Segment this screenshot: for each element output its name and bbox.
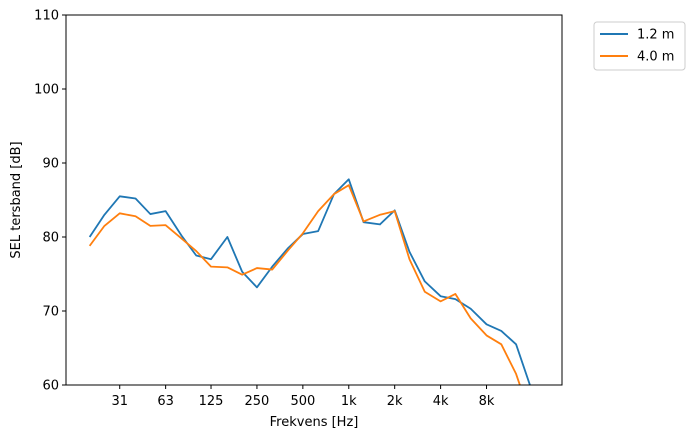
- x-tick-label: 125: [199, 394, 224, 409]
- x-tick-label: 8k: [479, 394, 495, 409]
- x-tick-label: 63: [157, 394, 174, 409]
- series-line-1-2m: [88, 178, 531, 385]
- y-axis: 60 70 80 90 100 110: [34, 9, 66, 394]
- x-axis-label: Frekvens [Hz]: [270, 415, 359, 430]
- y-tick-label: 70: [42, 305, 59, 320]
- x-tick-label: 1k: [341, 394, 357, 409]
- x-tick-label: 500: [290, 394, 315, 409]
- y-axis-label: SEL tersband [dB]: [9, 141, 24, 258]
- y-tick-label: 110: [34, 9, 59, 24]
- legend-label-4-0m: 4.0 m: [637, 50, 674, 65]
- plot-frame: [65, 14, 563, 386]
- series-layer: [88, 178, 531, 385]
- y-tick-label: 90: [42, 157, 59, 172]
- x-tick-label: 4k: [433, 394, 449, 409]
- y-tick-label: 60: [42, 379, 59, 394]
- legend-label-1-2m: 1.2 m: [637, 28, 674, 43]
- x-tick-label: 31: [111, 394, 128, 409]
- x-tick-label: 2k: [387, 394, 403, 409]
- legend: 1.2 m 4.0 m: [593, 21, 686, 71]
- x-axis: 31 63 125 250 500 1k 2k 4k 8k: [111, 385, 495, 409]
- series-line-4-0m: [88, 184, 521, 385]
- y-tick-label: 80: [42, 231, 59, 246]
- y-tick-label: 100: [34, 83, 59, 98]
- x-tick-label: 250: [245, 394, 270, 409]
